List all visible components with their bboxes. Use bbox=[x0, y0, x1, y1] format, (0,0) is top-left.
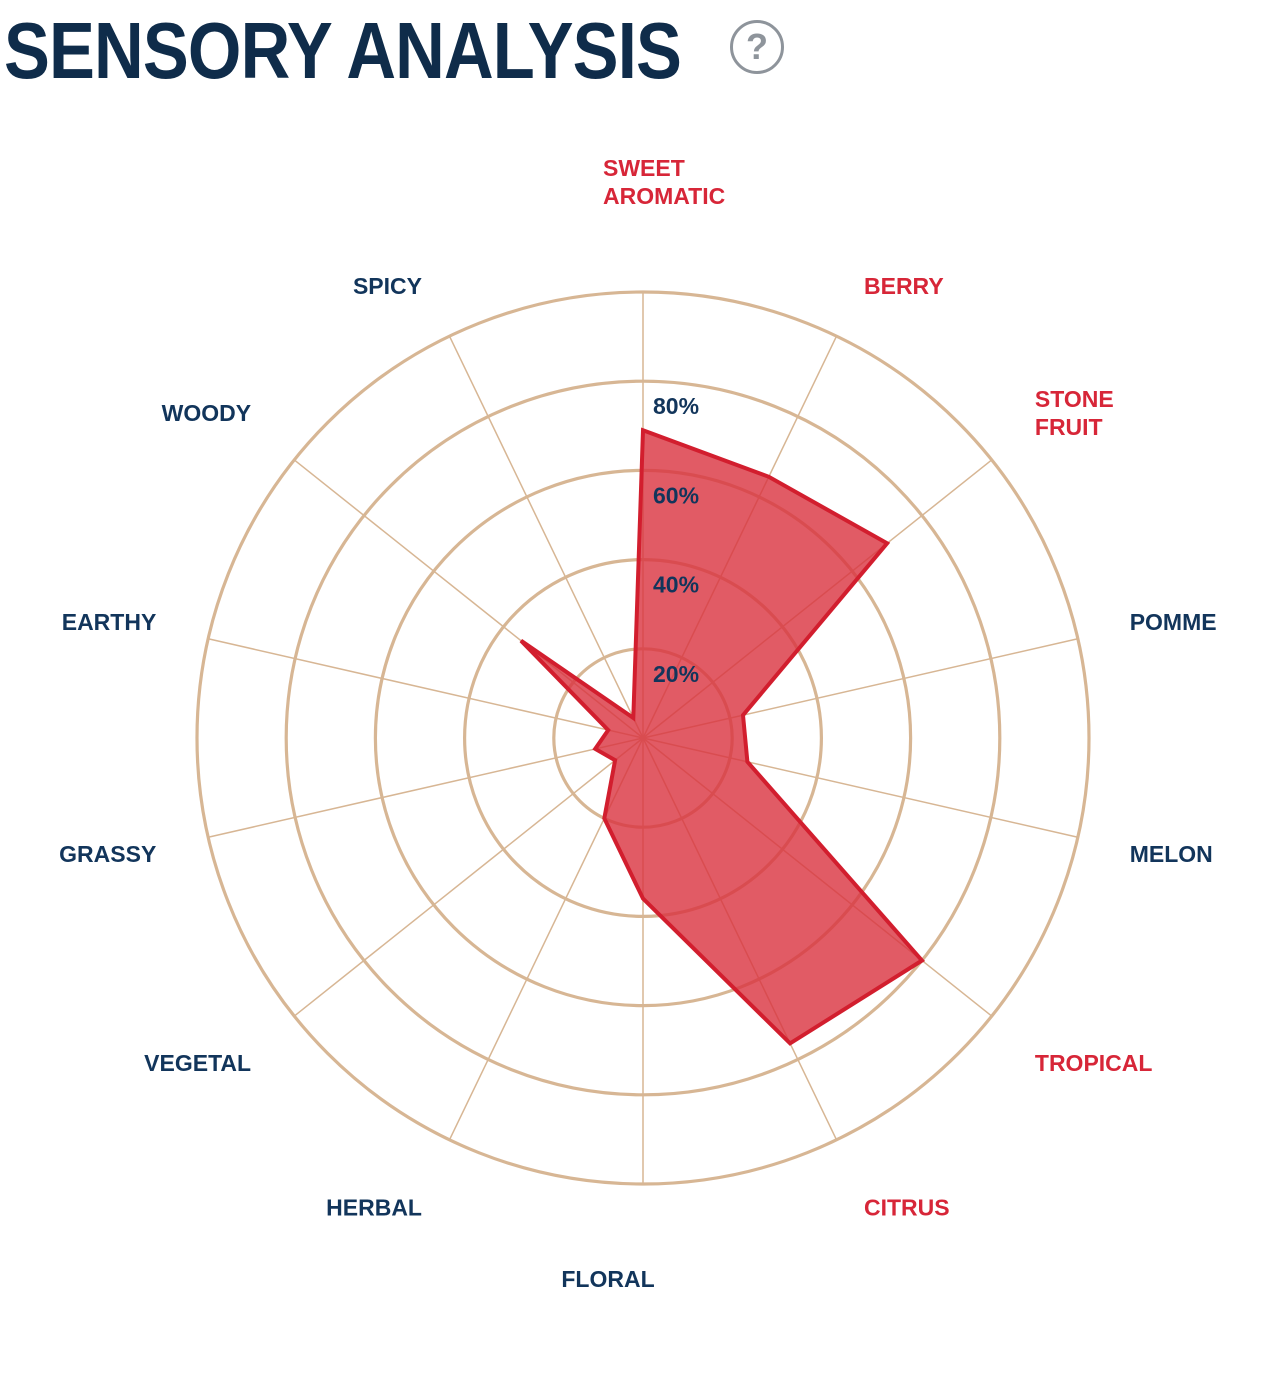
data-point bbox=[741, 713, 745, 717]
category-label-line: AROMATIC bbox=[603, 183, 725, 209]
data-point bbox=[593, 747, 597, 751]
tick-label: 40% bbox=[653, 572, 699, 598]
category-label: BERRY bbox=[864, 273, 944, 299]
category-label: FLORAL bbox=[561, 1266, 654, 1292]
category-label-line: CITRUS bbox=[864, 1194, 950, 1220]
category-label-line: STONE bbox=[1035, 386, 1114, 412]
category-label-line: POMME bbox=[1130, 609, 1217, 635]
tick-label: 60% bbox=[653, 482, 699, 508]
category-label: TROPICAL bbox=[1035, 1050, 1153, 1076]
data-point bbox=[788, 1041, 792, 1045]
data-point bbox=[641, 428, 645, 432]
data-point bbox=[631, 716, 635, 720]
category-label-line: HERBAL bbox=[326, 1194, 422, 1220]
category-label: STONE FRUIT bbox=[1035, 386, 1114, 440]
category-label-line: TROPICAL bbox=[1035, 1050, 1153, 1076]
data-point bbox=[602, 816, 606, 820]
category-label-line: FLORAL bbox=[561, 1266, 654, 1292]
category-label-line: SWEET bbox=[603, 155, 685, 181]
data-point bbox=[745, 760, 749, 764]
category-label-line: WOODY bbox=[162, 400, 251, 426]
help-icon[interactable]: ? bbox=[730, 20, 784, 74]
category-label: GRASSY bbox=[59, 841, 156, 867]
title-row: SENSORY ANALYSIS bbox=[4, 6, 791, 96]
category-label: WOODY bbox=[162, 400, 251, 426]
tick-label: 20% bbox=[653, 661, 699, 687]
tick-labels: 20% 40% 60% 80% bbox=[653, 393, 699, 687]
data-point bbox=[885, 541, 889, 545]
data-series-area bbox=[519, 427, 926, 1046]
category-label: MELON bbox=[1130, 841, 1213, 867]
data-point bbox=[613, 758, 617, 762]
category-label-line: BERRY bbox=[864, 273, 944, 299]
data-point bbox=[641, 897, 645, 901]
category-label: HERBAL bbox=[326, 1194, 422, 1220]
axis-labels: SWEET AROMATIC BERRY STONE FRUIT POMME MELON TR… bbox=[59, 155, 1216, 1292]
data-point bbox=[920, 958, 924, 962]
data-point bbox=[519, 639, 523, 643]
category-label-line: EARTHY bbox=[62, 609, 157, 635]
category-label: SPICY bbox=[353, 273, 422, 299]
data-point bbox=[606, 728, 610, 732]
category-label: SWEET AROMATIC bbox=[603, 155, 725, 209]
grid-spoke bbox=[208, 737, 644, 838]
grid-spoke bbox=[448, 335, 644, 739]
category-label-line: FRUIT bbox=[1035, 414, 1103, 440]
category-label-line: MELON bbox=[1130, 841, 1213, 867]
category-label: EARTHY bbox=[62, 609, 157, 635]
category-label: VEGETAL bbox=[144, 1050, 251, 1076]
tick-label: 80% bbox=[653, 393, 699, 419]
data-area bbox=[519, 427, 926, 1046]
grid-spoke bbox=[208, 638, 644, 739]
grid-spoke bbox=[293, 737, 644, 1017]
category-label-line: GRASSY bbox=[59, 841, 156, 867]
category-label-line: SPICY bbox=[353, 273, 422, 299]
category-label: CITRUS bbox=[864, 1194, 950, 1220]
data-point bbox=[767, 475, 771, 479]
category-label: POMME bbox=[1130, 609, 1217, 635]
page-title: SENSORY ANALYSIS bbox=[4, 6, 682, 95]
category-label-line: VEGETAL bbox=[144, 1050, 251, 1076]
